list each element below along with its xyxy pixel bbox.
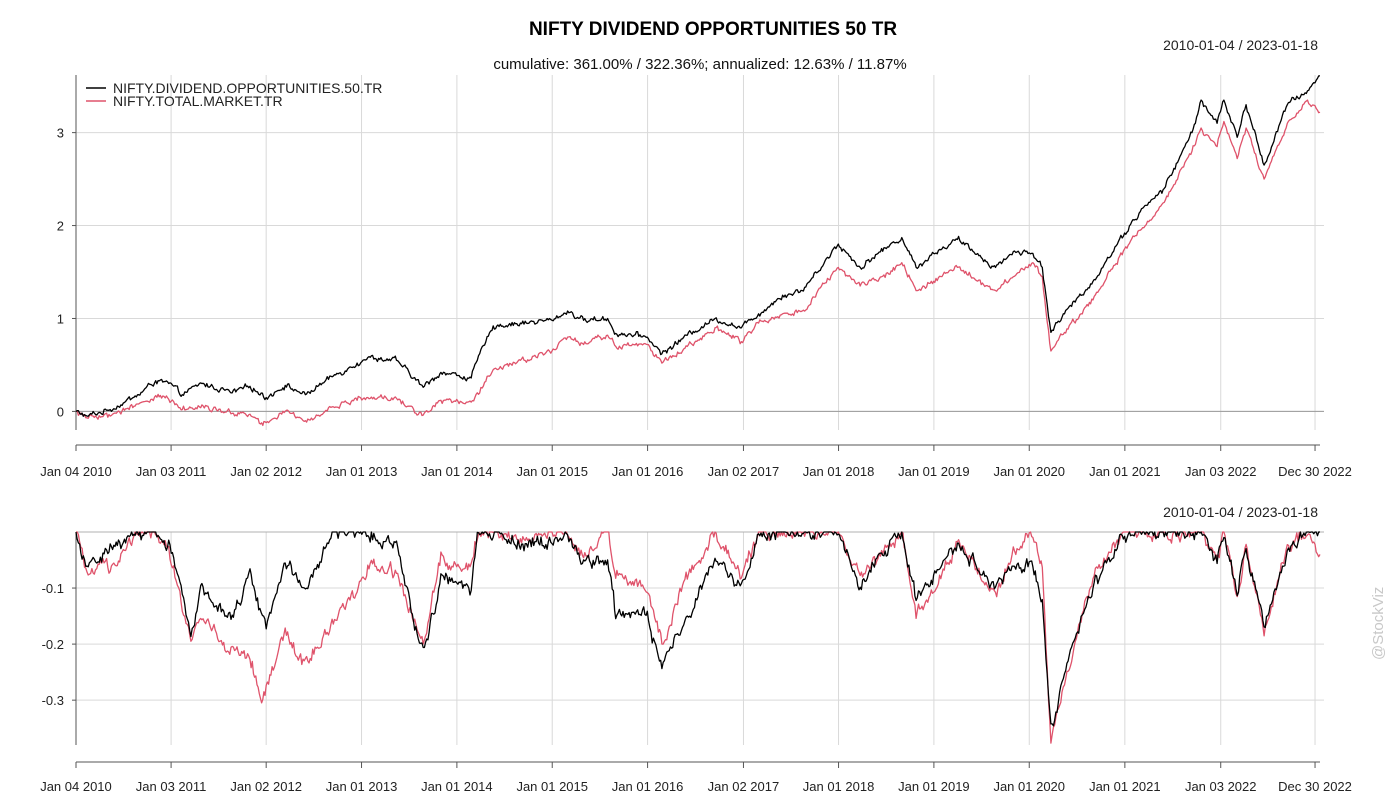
x-tick-label: Jan 01 2021 bbox=[1089, 464, 1161, 479]
x-tick-label: Jan 01 2020 bbox=[993, 464, 1065, 479]
x-tick-label: Dec 30 2022 bbox=[1278, 464, 1352, 479]
top-grid bbox=[75, 75, 1324, 430]
x-tick-label: Jan 02 2017 bbox=[708, 779, 780, 794]
legend: NIFTY.DIVIDEND.OPPORTUNITIES.50.TR NIFTY… bbox=[86, 80, 382, 109]
bottom-date-range: 2010-01-04 / 2023-01-18 bbox=[1163, 504, 1318, 520]
x-tick-label: Jan 03 2022 bbox=[1185, 779, 1257, 794]
bottom-series-lines bbox=[75, 531, 1321, 744]
y-tick-label: 3 bbox=[57, 126, 64, 141]
legend-label-total-market: NIFTY.TOTAL.MARKET.TR bbox=[113, 93, 283, 109]
series-line-total-market bbox=[75, 99, 1321, 427]
x-tick-label: Jan 04 2010 bbox=[40, 779, 112, 794]
x-tick-label: Jan 04 2010 bbox=[40, 464, 112, 479]
x-tick-label: Jan 01 2015 bbox=[516, 464, 588, 479]
chart-subtitle: cumulative: 361.00% / 322.36%; annualize… bbox=[493, 56, 906, 73]
x-tick-label: Jan 03 2011 bbox=[136, 779, 207, 794]
x-tick-label: Jan 01 2015 bbox=[516, 779, 588, 794]
legend-label-dividend: NIFTY.DIVIDEND.OPPORTUNITIES.50.TR bbox=[113, 80, 382, 96]
drawdown-panel: -0.1 -0.2 -0.3 Jan 04 2010 Jan 03 2011 Jan 02… bbox=[40, 531, 1352, 794]
x-tick-label: Jan 01 2013 bbox=[326, 464, 398, 479]
x-tick-label: Jan 01 2016 bbox=[612, 464, 684, 479]
x-tick-label: Jan 01 2018 bbox=[803, 464, 875, 479]
y-tick-label: 0 bbox=[57, 404, 64, 419]
bottom-axes: -0.1 -0.2 -0.3 Jan 04 2010 Jan 03 2011 Jan 02… bbox=[40, 532, 1352, 794]
x-tick-label: Jan 01 2013 bbox=[326, 779, 398, 794]
x-tick-label: Jan 03 2022 bbox=[1185, 464, 1257, 479]
x-tick-label: Jan 02 2012 bbox=[230, 779, 302, 794]
x-tick-label: Jan 01 2018 bbox=[803, 779, 875, 794]
x-tick-label: Jan 01 2014 bbox=[421, 779, 493, 794]
chart-title: NIFTY DIVIDEND OPPORTUNITIES 50 TR bbox=[529, 19, 897, 40]
x-tick-label: Jan 02 2017 bbox=[708, 464, 780, 479]
x-tick-label: Jan 01 2020 bbox=[993, 779, 1065, 794]
x-tick-label: Jan 01 2019 bbox=[898, 779, 970, 794]
y-tick-label: 2 bbox=[57, 219, 64, 234]
cumulative-returns-panel: 0 1 2 3 Jan 04 2010 Jan 03 2011 Jan 02 2012 Jan… bbox=[40, 75, 1352, 479]
top-series-lines bbox=[75, 75, 1321, 427]
x-tick-label: Jan 01 2016 bbox=[612, 779, 684, 794]
x-tick-label: Jan 01 2019 bbox=[898, 464, 970, 479]
x-tick-label: Jan 01 2021 bbox=[1089, 779, 1161, 794]
y-tick-label: -0.2 bbox=[42, 637, 64, 652]
bottom-grid bbox=[75, 531, 1324, 745]
series-line-dividend-opportunities bbox=[75, 531, 1320, 727]
top-axes: 0 1 2 3 Jan 04 2010 Jan 03 2011 Jan 02 2012 Jan… bbox=[40, 75, 1352, 479]
y-tick-label: -0.3 bbox=[42, 693, 64, 708]
watermark: @StockViz bbox=[1370, 587, 1387, 660]
y-tick-label: 1 bbox=[57, 311, 64, 326]
top-date-range: 2010-01-04 / 2023-01-18 bbox=[1163, 37, 1318, 53]
x-tick-label: Jan 02 2012 bbox=[230, 464, 302, 479]
x-tick-label: Dec 30 2022 bbox=[1278, 779, 1352, 794]
y-tick-label: -0.1 bbox=[42, 581, 64, 596]
x-tick-label: Jan 01 2014 bbox=[421, 464, 493, 479]
series-line-dividend-opportunities bbox=[75, 75, 1320, 417]
x-tick-label: Jan 03 2011 bbox=[136, 464, 207, 479]
series-line-total-market bbox=[76, 531, 1321, 744]
